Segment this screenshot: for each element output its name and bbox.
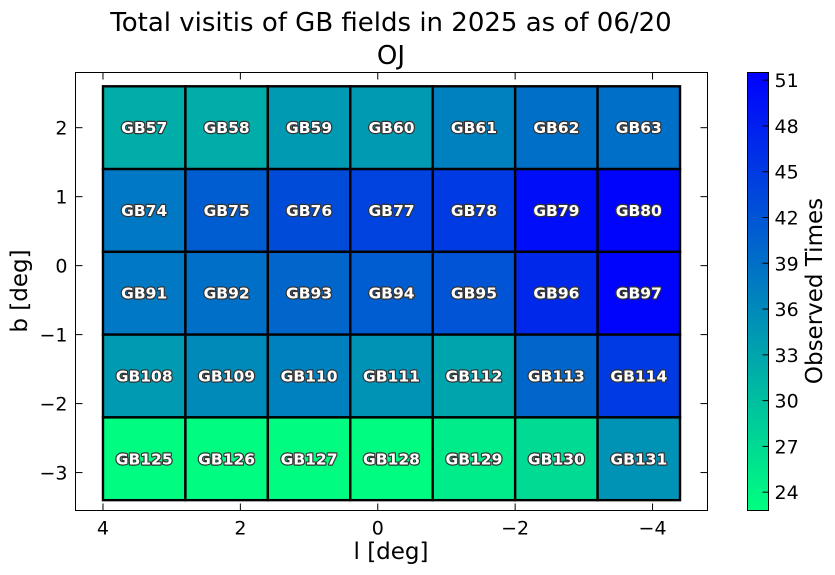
field-cell-gb108 [101, 333, 187, 419]
field-label-gb97: GB97 [616, 285, 662, 303]
field-label-gb60: GB60 [368, 119, 414, 137]
chart-title-line-2: OJ [377, 41, 405, 71]
field-label-gb63: GB63 [616, 119, 662, 137]
field-label-gb108: GB108 [116, 367, 173, 385]
field-cell-gb130 [513, 416, 599, 502]
colorbar-tick-label: 39 [775, 253, 799, 275]
field-cell-gb125 [101, 416, 187, 502]
field-label-gb61: GB61 [451, 119, 497, 137]
field-label-gb127: GB127 [281, 450, 338, 468]
heatmap-cells: GB57 GB58 GB59 GB60 GB61 GB62 GB63 GB74 GB75 GB76… [101, 85, 682, 502]
y-tick-label: −3 [39, 463, 67, 485]
field-label-gb62: GB62 [533, 119, 579, 137]
colorbar-tick-label: 45 [775, 162, 799, 184]
field-label-gb114: GB114 [610, 367, 667, 385]
x-tick-label: −4 [639, 518, 667, 540]
field-cell-gb62 [513, 85, 599, 171]
field-label-gb128: GB128 [363, 450, 420, 468]
y-tick-label: −1 [39, 325, 67, 347]
y-tick-label: 0 [55, 256, 67, 278]
colorbar-ticks: 24 27 30 33 36 39 42 45 48 51 [762, 70, 799, 504]
field-label-gb77: GB77 [368, 202, 414, 220]
field-label-gb112: GB112 [445, 367, 502, 385]
chart-title-line-1: Total visitis of GB fields in 2025 as of… [109, 8, 671, 38]
x-tick-label: 2 [234, 518, 246, 540]
field-label-gb96: GB96 [533, 285, 579, 303]
colorbar [747, 72, 769, 511]
colorbar-tick-label: 33 [775, 345, 799, 367]
field-cell-gb80 [596, 167, 682, 254]
field-label-gb78: GB78 [451, 202, 497, 220]
field-cell-gb93 [266, 250, 352, 336]
field-cell-gb97 [596, 250, 682, 336]
colorbar-tick-label: 36 [775, 299, 799, 321]
y-tick-label: 2 [55, 118, 67, 140]
colorbar-tick-label: 27 [775, 436, 799, 458]
colorbar-tick-label: 24 [775, 482, 799, 504]
colorbar-tick-label: 48 [775, 116, 799, 138]
x-tick-label: 0 [372, 518, 384, 540]
field-label-gb75: GB75 [204, 202, 250, 220]
field-cell-gb95 [431, 250, 517, 336]
colorbar-tick-label: 30 [775, 391, 799, 413]
field-cell-gb113 [513, 333, 599, 419]
field-label-gb95: GB95 [451, 285, 497, 303]
y-axis-label: b [deg] [7, 249, 33, 332]
y-tick-label: −2 [39, 394, 67, 416]
field-label-gb92: GB92 [204, 285, 250, 303]
field-label-gb129: GB129 [445, 450, 502, 468]
field-cell-gb131 [596, 416, 682, 502]
field-label-gb79: GB79 [533, 202, 579, 220]
field-label-gb130: GB130 [528, 450, 585, 468]
field-cell-gb57 [101, 85, 187, 171]
field-cell-gb127 [266, 416, 352, 502]
field-label-gb57: GB57 [121, 119, 167, 137]
x-axis-ticks: 4 2 0 −2 −4 [97, 72, 667, 540]
field-label-gb91: GB91 [121, 285, 167, 303]
field-label-gb111: GB111 [363, 367, 420, 385]
field-cell-gb109 [184, 333, 270, 419]
field-cell-gb96 [513, 250, 599, 336]
field-cell-gb78 [431, 167, 517, 254]
y-tick-label: 1 [55, 187, 67, 209]
field-label-gb109: GB109 [198, 367, 255, 385]
field-cell-gb94 [349, 250, 434, 336]
x-axis-label: l [deg] [354, 539, 429, 565]
colorbar-tick-label: 42 [775, 207, 799, 229]
field-cell-gb92 [184, 250, 270, 336]
field-cell-gb74 [101, 167, 187, 254]
field-label-gb110: GB110 [281, 367, 338, 385]
field-label-gb59: GB59 [286, 119, 332, 137]
field-label-gb94: GB94 [368, 285, 414, 303]
plot-frame [75, 72, 708, 511]
field-label-gb113: GB113 [528, 367, 585, 385]
x-tick-label: −2 [501, 518, 529, 540]
field-label-gb80: GB80 [616, 202, 662, 220]
colorbar-tick-label: 51 [775, 70, 799, 92]
field-label-gb58: GB58 [204, 119, 250, 137]
field-label-gb93: GB93 [286, 285, 332, 303]
field-cell-gb114 [596, 333, 682, 419]
field-label-gb125: GB125 [116, 450, 173, 468]
x-tick-label: 4 [97, 518, 109, 540]
field-label-gb131: GB131 [610, 450, 667, 468]
colorbar-label: Observed Times [802, 198, 828, 384]
y-axis-ticks: 2 1 0 −1 −2 −3 [39, 118, 708, 485]
field-label-gb126: GB126 [198, 450, 255, 468]
field-label-gb74: GB74 [121, 202, 167, 220]
field-cell-gb76 [266, 167, 352, 254]
field-label-gb76: GB76 [286, 202, 332, 220]
field-cell-gb58 [184, 85, 270, 171]
